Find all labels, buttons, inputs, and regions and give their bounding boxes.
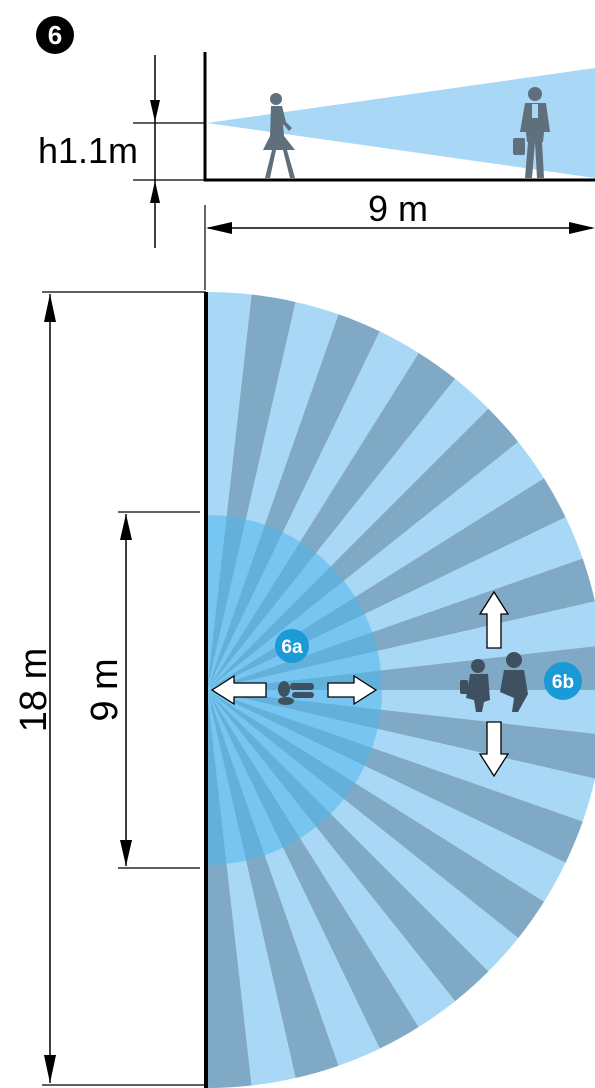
zone-b-label: 6b — [552, 672, 574, 693]
arrow-left-icon — [210, 674, 267, 706]
woman-silhouette-icon — [263, 93, 295, 178]
walking-people-icon — [460, 652, 528, 712]
inner-dimension — [118, 511, 200, 869]
height-label: h1.1m — [38, 130, 138, 171]
side-view: h1.1m 9 m — [38, 52, 595, 290]
range-dimension — [204, 205, 595, 290]
outer-label: 18 m — [13, 648, 55, 732]
step-badge: 6 — [36, 16, 74, 54]
outer-dimension — [42, 291, 206, 1086]
zone-a-label: 6a — [281, 637, 303, 658]
zone-a-badge: 6a — [275, 629, 309, 663]
inner-label: 9 m — [84, 658, 126, 721]
side-beam — [207, 68, 595, 178]
arrow-up-icon — [478, 590, 510, 649]
top-view: 18 m 9 m 6a 6b — [13, 291, 595, 1088]
person-topdown-icon — [278, 681, 314, 705]
man-silhouette-icon — [513, 87, 550, 178]
arrow-right-icon — [327, 674, 378, 706]
arrow-down-icon — [478, 721, 510, 778]
man-shirt — [532, 104, 538, 118]
step-badge-label: 6 — [48, 20, 62, 50]
height-dimension — [133, 55, 205, 248]
range-label: 9 m — [368, 188, 428, 229]
zone-b-badge: 6b — [544, 662, 582, 700]
fan-segment — [207, 601, 595, 690]
